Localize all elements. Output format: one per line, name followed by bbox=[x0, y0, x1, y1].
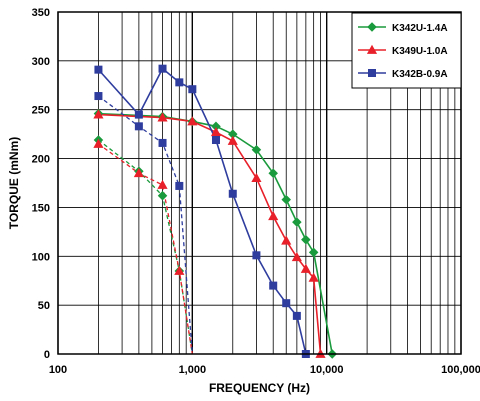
series-line-k342b-0-9a bbox=[97, 67, 307, 355]
y-tick-label: 100 bbox=[32, 251, 50, 263]
series-markers bbox=[93, 64, 337, 359]
y-tick-label: 150 bbox=[32, 202, 50, 214]
y-tick-label: 300 bbox=[32, 56, 50, 68]
data-point-k342b-0-9a bbox=[175, 78, 184, 87]
series-line-dashed-k342b-0-9a bbox=[98, 95, 193, 355]
data-point-k349u-1-0a bbox=[210, 126, 222, 137]
data-point-k342b-0-9a bbox=[252, 251, 261, 260]
plot-area-frame bbox=[57, 11, 462, 355]
data-point-k349u-1-0a bbox=[187, 116, 198, 126]
data-point-k349u-1-0a bbox=[268, 210, 279, 221]
data-point-k342u-1-4a bbox=[268, 168, 278, 178]
data-point-dashed-k342u-1-4a bbox=[157, 190, 168, 201]
y-tick-label: 0 bbox=[44, 349, 50, 361]
series-line-k349u-1-0a bbox=[98, 113, 322, 355]
y-tick-label: 250 bbox=[32, 105, 50, 117]
data-point-k342b-0-9a bbox=[188, 85, 197, 94]
y-tick-label: 200 bbox=[32, 154, 50, 166]
data-point-dashed-k349u-1-0a bbox=[133, 168, 144, 178]
data-point-k349u-1-0a bbox=[281, 235, 292, 245]
y-tick-label: 350 bbox=[32, 7, 50, 19]
legend: K342U-1.4A K349U-1.0A K342B-0.9A bbox=[351, 12, 462, 89]
x-tick-label: 100 bbox=[49, 364, 67, 376]
data-point-dashed-k349u-1-0a bbox=[174, 265, 185, 275]
data-point-k349u-1-0a bbox=[300, 263, 311, 273]
data-point-k349u-1-0a bbox=[308, 272, 319, 282]
series-line-dashed-k349u-1-0a bbox=[98, 143, 193, 355]
data-point-k342b-0-9a bbox=[269, 281, 278, 290]
data-point-k349u-1-0a bbox=[157, 112, 168, 122]
data-point-k342u-1-4a bbox=[308, 247, 319, 258]
data-point-k349u-1-0a bbox=[291, 252, 302, 262]
y-tick-label: 50 bbox=[38, 300, 50, 312]
data-point-k342b-0-9a bbox=[211, 136, 220, 145]
legend-items: K342U-1.4A K349U-1.0A K342B-0.9A bbox=[358, 22, 448, 80]
legend-label: K349U-1.0A bbox=[392, 46, 448, 57]
legend-marker bbox=[366, 44, 378, 54]
x-axis-title: FREQUENCY (Hz) bbox=[209, 381, 310, 395]
data-point-k342b-0-9a bbox=[282, 299, 291, 308]
axis-tick-labels: 0 50 100 150 200 250 300 350 100 1,000 10,000 100,0… bbox=[32, 7, 480, 376]
legend-label: K342B-0.9A bbox=[392, 69, 448, 80]
data-point-k342u-1-4a bbox=[301, 234, 311, 245]
data-point-k342u-1-4a bbox=[292, 217, 302, 227]
data-point-dashed-k342b-0-9a bbox=[175, 181, 184, 190]
data-point-k342b-0-9a bbox=[158, 64, 167, 73]
data-point-k342b-0-9a bbox=[134, 110, 143, 119]
data-point-k342b-0-9a bbox=[228, 189, 237, 198]
data-point-dashed-k349u-1-0a bbox=[93, 138, 104, 148]
data-point-dashed-k349u-1-0a bbox=[157, 179, 168, 189]
data-point-k342b-0-9a bbox=[94, 65, 103, 74]
x-tick-label: 100,000 bbox=[441, 364, 480, 376]
data-point-k342u-1-4a bbox=[281, 194, 291, 205]
data-point-k342b-0-9a bbox=[292, 311, 301, 320]
legend-marker bbox=[367, 69, 376, 78]
data-point-dashed-k342b-0-9a bbox=[134, 122, 143, 131]
series-line-dashed-k342u-1-4a bbox=[98, 139, 193, 355]
data-point-k349u-1-0a bbox=[251, 172, 262, 183]
data-point-k342u-1-4a bbox=[251, 145, 262, 155]
data-point-k349u-1-0a bbox=[227, 135, 238, 145]
y-axis-title: TORQUE (mNm) bbox=[7, 137, 21, 229]
legend-marker bbox=[367, 22, 377, 32]
data-point-dashed-k342b-0-9a bbox=[94, 92, 103, 101]
data-point-k349u-1-0a bbox=[93, 109, 104, 119]
x-tick-label: 1,000 bbox=[179, 364, 207, 376]
legend-label: K342U-1.4A bbox=[392, 23, 448, 34]
x-tick-label: 10,000 bbox=[310, 364, 344, 376]
data-point-dashed-k342b-0-9a bbox=[158, 138, 167, 147]
